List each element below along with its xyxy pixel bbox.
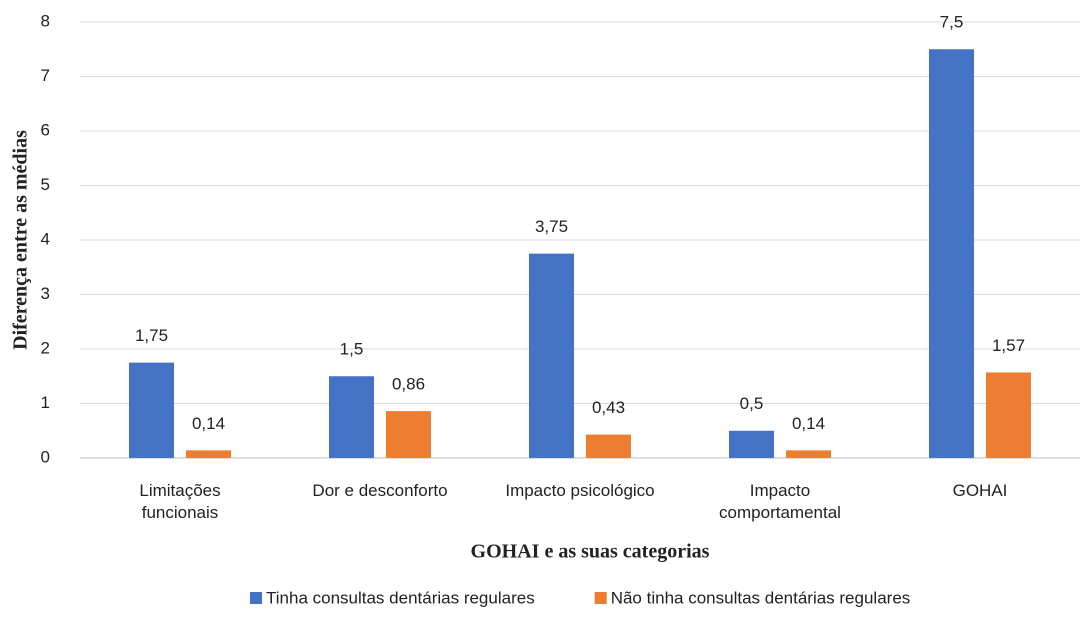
y-tick-label: 8 bbox=[41, 11, 50, 30]
data-label: 3,75 bbox=[535, 217, 568, 236]
legend-swatch bbox=[250, 592, 262, 604]
y-tick-label: 1 bbox=[41, 393, 50, 412]
bar bbox=[586, 434, 631, 458]
y-tick-label: 0 bbox=[41, 447, 50, 466]
bar bbox=[929, 49, 974, 458]
y-tick-label: 4 bbox=[41, 229, 50, 248]
data-label: 0,14 bbox=[192, 414, 225, 433]
data-label: 0,5 bbox=[740, 394, 764, 413]
data-label: 0,14 bbox=[792, 414, 825, 433]
data-label: 0,43 bbox=[592, 398, 625, 417]
bar bbox=[529, 253, 574, 458]
legend-label: Tinha consultas dentárias regulares bbox=[266, 588, 535, 607]
bar bbox=[129, 362, 174, 458]
y-tick-label: 5 bbox=[41, 175, 50, 194]
bar bbox=[329, 376, 374, 458]
x-axis-title: GOHAI e as suas categorias bbox=[471, 541, 710, 563]
y-tick-label: 3 bbox=[41, 284, 50, 303]
legend-label: Não tinha consultas dentárias regulares bbox=[611, 588, 911, 607]
data-label: 0,86 bbox=[392, 375, 425, 394]
x-tick-label: Dor e desconforto bbox=[312, 481, 448, 500]
bar bbox=[386, 411, 431, 458]
x-tick-label: Limitações funcionais bbox=[139, 481, 221, 522]
x-tick-label: GOHAI bbox=[952, 481, 1008, 500]
data-label: 1,5 bbox=[340, 340, 364, 359]
bar bbox=[186, 450, 231, 458]
data-label: 1,57 bbox=[992, 336, 1025, 355]
y-axis-title: Diferença entre as médias bbox=[10, 130, 32, 350]
bar bbox=[786, 450, 831, 458]
y-tick-label: 6 bbox=[41, 120, 50, 139]
x-tick-label: Impacto psicológico bbox=[505, 481, 655, 500]
y-tick-label: 7 bbox=[41, 66, 50, 85]
x-tick-label: Impacto comportamental bbox=[719, 481, 841, 522]
data-label: 7,5 bbox=[940, 13, 964, 32]
legend-swatch bbox=[594, 592, 607, 604]
bar bbox=[986, 372, 1031, 458]
data-label: 1,75 bbox=[135, 326, 168, 345]
bar bbox=[729, 430, 774, 458]
y-tick-label: 2 bbox=[41, 338, 50, 357]
